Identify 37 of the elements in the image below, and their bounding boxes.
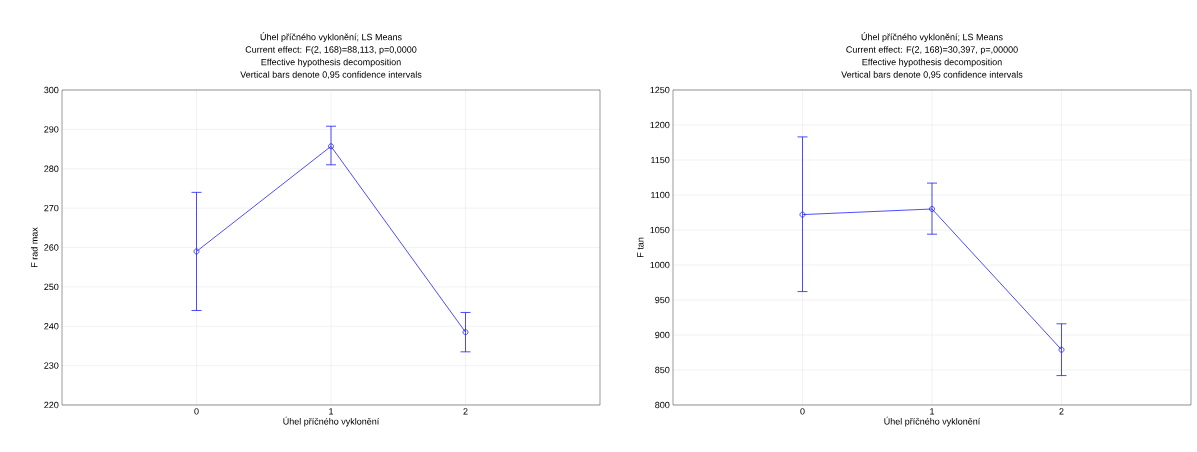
text: Vertical bars denote 0,95 confidence intervals: [240, 71, 422, 79]
y-axis-title: F rad max: [30, 227, 38, 268]
text: Effective hypothesis decomposition: [862, 58, 1002, 68]
x-tick-label: 1: [329, 408, 334, 415]
y-axis-title: F tan: [637, 237, 644, 258]
y-tick-label: 250: [44, 283, 59, 291]
chart-subtitle: Current effect: F(2, 168)=88,113, p=0,0000: [245, 46, 417, 55]
y-tick-label: 950: [655, 296, 670, 304]
chart-subtitle: Current effect: F(2, 168)=30,397, p=,00000: [846, 46, 1018, 55]
y-tick-label: 800: [655, 401, 670, 409]
x-axis-title: Úhel příčného vyklonění: [283, 416, 380, 427]
y-tick-label: 280: [44, 165, 59, 172]
text: Effective hypothesis decomposition: [261, 58, 401, 68]
x-tick-label: 2: [1059, 408, 1064, 415]
y-tick-label: 220: [44, 401, 59, 409]
y-tick-label: 260: [44, 244, 59, 251]
y-tick-label: 1250: [650, 86, 670, 94]
x-tick-label: 2: [463, 408, 468, 415]
y-tick-label: 270: [44, 204, 59, 212]
y-tick-label: 850: [655, 366, 670, 374]
y-tick-label: 290: [44, 126, 59, 133]
x-axis-title: Úhel příčného vyklonění: [884, 416, 981, 427]
text: Vertical bars denote 0,95 confidence intervals: [841, 71, 1023, 79]
x-tick-label: 1: [930, 408, 935, 415]
y-tick-label: 1200: [650, 121, 670, 129]
chart-title: Úhel příčného vyklonění; LS Means: [861, 32, 1003, 43]
y-tick-label: 230: [44, 362, 59, 369]
x-tick-label: 0: [194, 408, 199, 415]
x-tick-label: 0: [800, 408, 805, 415]
y-tick-label: 300: [44, 86, 59, 94]
y-tick-label: 1050: [650, 226, 670, 234]
y-tick-label: 1000: [650, 261, 670, 269]
y-tick-label: 1100: [651, 191, 670, 199]
chart-title: Úhel příčného vyklonění; LS Means: [260, 32, 402, 43]
y-tick-label: 1150: [651, 156, 670, 164]
y-tick-label: 240: [44, 323, 59, 330]
y-tick-label: 900: [655, 331, 670, 339]
